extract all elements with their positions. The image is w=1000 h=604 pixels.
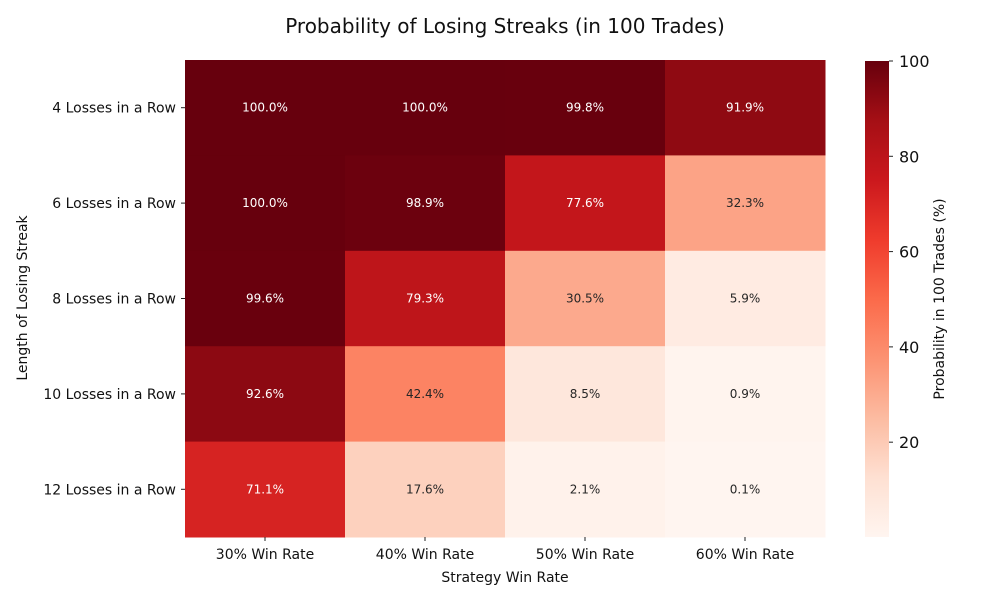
cell-value-label: 99.8% <box>566 101 604 115</box>
heatmap-cell <box>185 60 346 156</box>
heatmap-cell <box>505 250 666 347</box>
heatmap-cell <box>185 250 346 347</box>
cell-value-label: 98.9% <box>406 196 444 210</box>
cell-value-label: 5.9% <box>730 292 761 306</box>
heatmap-cell <box>665 250 826 347</box>
heatmap-cell <box>505 155 666 252</box>
cell-value-label: 8.5% <box>570 387 601 401</box>
colorbar-tick-label: 20 <box>899 433 919 452</box>
heatmap-cell <box>665 155 826 252</box>
cell-value-label: 100.0% <box>242 101 288 115</box>
heatmap-cell <box>345 250 506 347</box>
x-axis: 30% Win Rate 40% Win Rate 50% Win Rate 60% … <box>216 537 794 563</box>
x-tick-label: 40% Win Rate <box>376 547 474 563</box>
cell-value-label: 77.6% <box>566 196 604 210</box>
cell-value-label: 42.4% <box>406 387 444 401</box>
cell-value-label: 91.9% <box>726 101 764 115</box>
colorbar-tick-label: 60 <box>899 243 919 262</box>
cell-value-label: 0.9% <box>730 387 761 401</box>
colorbar-tick-label: 40 <box>899 338 919 357</box>
heatmap-cell <box>505 441 666 538</box>
heatmap-cell <box>345 155 506 252</box>
y-tick-label: 8 Losses in a Row <box>52 292 176 308</box>
heatmap-cell <box>345 346 506 443</box>
y-axis-label: Length of Losing Streak <box>15 214 31 380</box>
y-tick-label: 4 Losses in a Row <box>52 101 176 117</box>
heatmap-cell <box>185 441 346 538</box>
cell-value-label: 71.1% <box>246 482 284 496</box>
cell-value-label: 79.3% <box>406 292 444 306</box>
y-tick-label: 10 Losses in a Row <box>43 387 176 403</box>
colorbar-ticks: 20 40 60 80 100 <box>889 52 930 452</box>
heatmap-cell <box>185 346 346 443</box>
heatmap-cell <box>505 60 666 156</box>
cell-value-label: 32.3% <box>726 196 764 210</box>
cell-value-label: 0.1% <box>730 482 761 496</box>
y-axis: 4 Losses in a Row 6 Losses in a Row 8 Loss… <box>43 101 185 498</box>
cell-value-label: 100.0% <box>242 196 288 210</box>
cell-value-label: 92.6% <box>246 387 284 401</box>
cell-value-label: 17.6% <box>406 482 444 496</box>
chart-title: Probability of Losing Streaks (in 100 Tr… <box>285 14 725 38</box>
y-tick-label: 6 Losses in a Row <box>52 196 176 212</box>
cell-value-label: 99.6% <box>246 292 284 306</box>
heatmap-cell <box>345 441 506 538</box>
heatmap-cell <box>345 60 506 156</box>
heatmap-cell <box>185 155 346 252</box>
y-tick-label: 12 Losses in a Row <box>43 482 176 498</box>
cell-value-label: 30.5% <box>566 292 604 306</box>
colorbar-tick-label: 80 <box>899 147 919 166</box>
cell-value-label: 100.0% <box>402 101 448 115</box>
colorbar <box>865 61 889 537</box>
heatmap-cells: 100.0% 100.0% 99.8% 91.9% 100.0% 98.9% 77.6% 32… <box>185 60 826 538</box>
cell-value-label: 2.1% <box>570 482 601 496</box>
x-axis-label: Strategy Win Rate <box>441 570 568 586</box>
heatmap-cell <box>665 60 826 156</box>
heatmap-cell <box>505 346 666 443</box>
colorbar-tick-label: 100 <box>899 52 930 71</box>
x-tick-label: 50% Win Rate <box>536 547 634 563</box>
heatmap-cell <box>665 441 826 538</box>
x-tick-label: 60% Win Rate <box>696 547 794 563</box>
colorbar-label: Probability in 100 Trades (%) <box>932 198 948 399</box>
heatmap-cell <box>665 346 826 443</box>
x-tick-label: 30% Win Rate <box>216 547 314 563</box>
